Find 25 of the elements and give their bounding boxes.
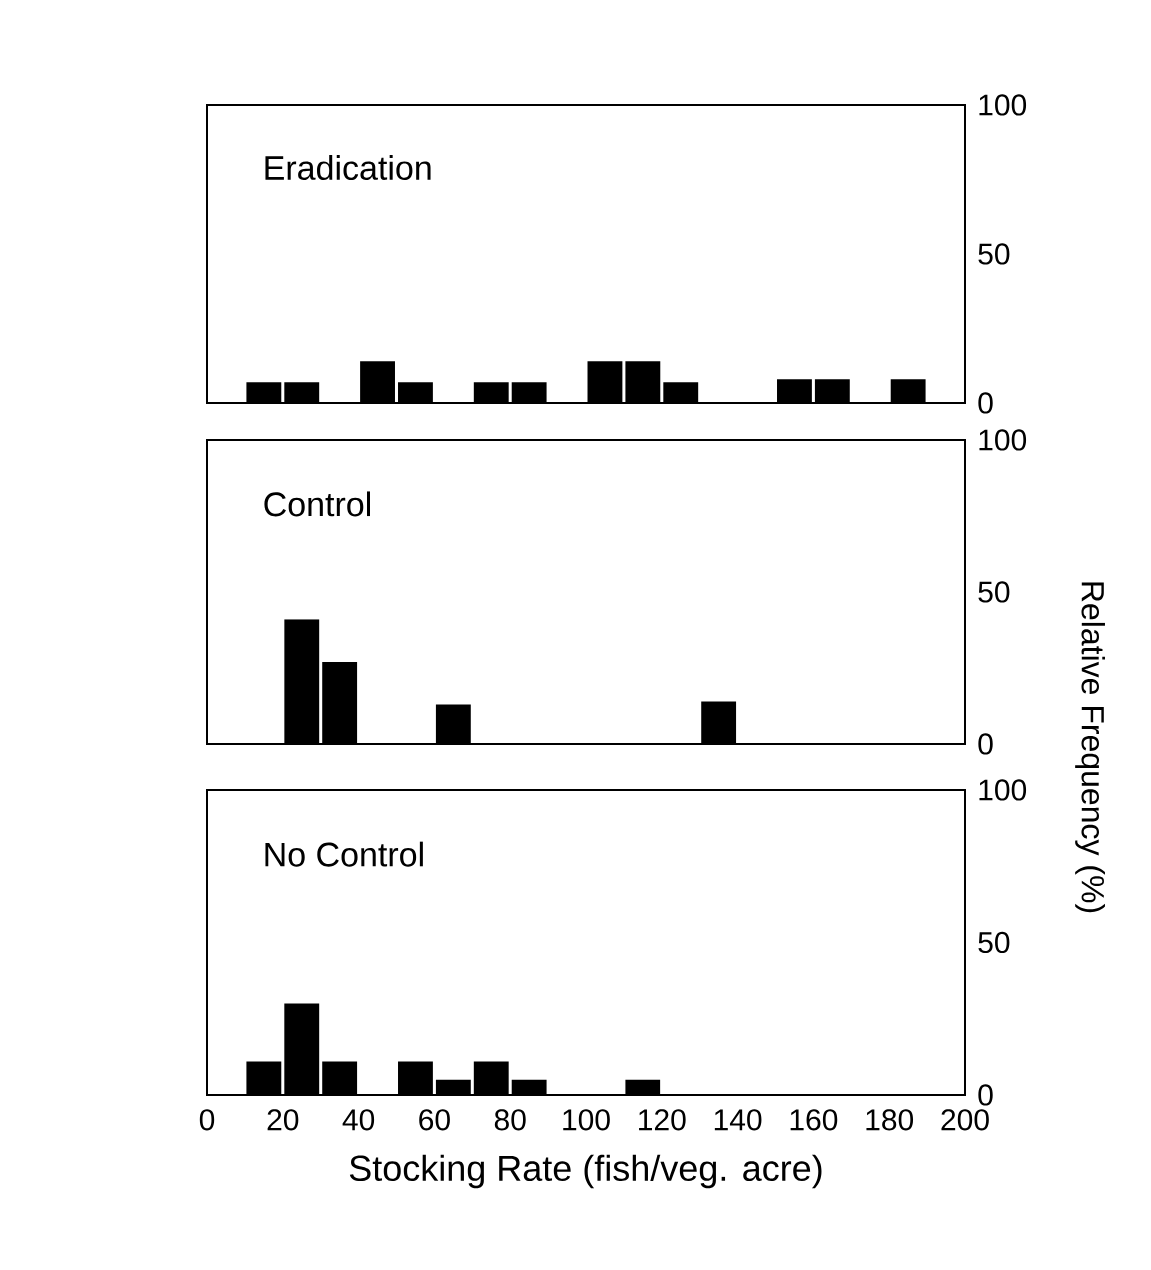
y-tick-label: 100 — [979, 94, 1027, 116]
y-tick-label: 50 — [978, 243, 1010, 265]
y-tick-label: 0 — [978, 392, 993, 414]
x-tick-label: 40 — [342, 1109, 375, 1131]
y-tick-label: 50 — [978, 931, 1010, 954]
x-tick-label: 200 — [941, 1109, 989, 1131]
y-tick-label: 100 — [979, 779, 1027, 801]
y-tick-label: 50 — [978, 581, 1010, 603]
x-tick-label: 20 — [267, 1109, 299, 1131]
text: No Control — [265, 841, 423, 867]
x-tick-label: 120 — [639, 1109, 686, 1131]
text: Control — [264, 491, 370, 517]
x-tick-label: 0 — [199, 1109, 215, 1131]
x-tick-label: 60 — [419, 1109, 450, 1131]
x-tick-label: 100 — [563, 1109, 610, 1131]
x-tick-label: 180 — [866, 1109, 914, 1131]
y-tick-label: 0 — [978, 1084, 993, 1106]
x-tick-label: 140 — [714, 1109, 762, 1131]
y-tick-label: 100 — [979, 429, 1027, 451]
text: Eradication — [265, 155, 431, 181]
y-tick-label: 0 — [978, 733, 993, 755]
x-tick-label: 80 — [494, 1109, 526, 1131]
x-axis-title: Stocking Rate (fish/veg. acre) — [349, 1154, 822, 1189]
y-axis-title: Relative Frequency (%) — [1075, 582, 1105, 913]
x-tick-label: 160 — [790, 1109, 838, 1131]
